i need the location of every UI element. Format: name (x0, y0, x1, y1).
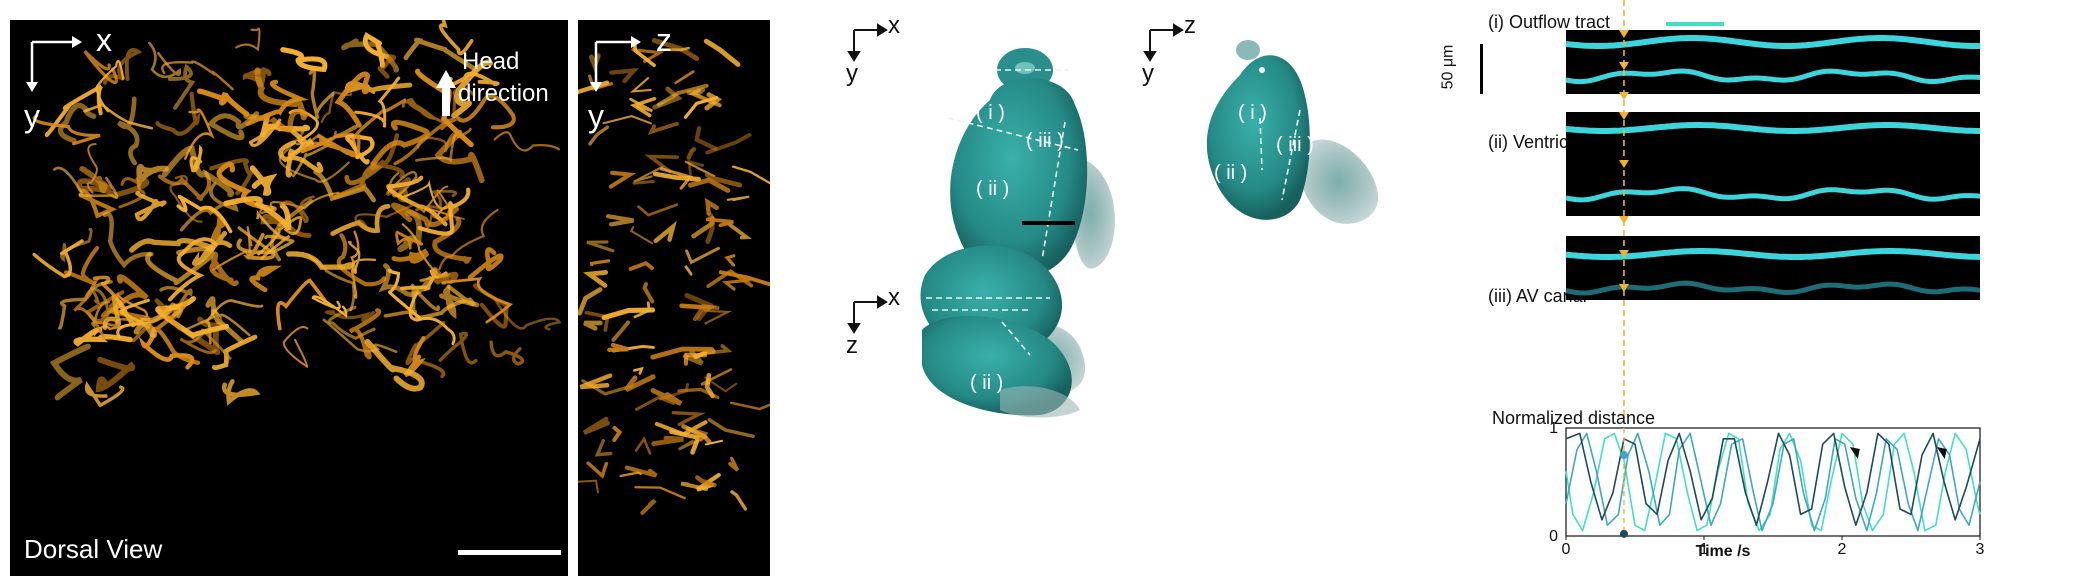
chart-title: Normalized distance (1492, 408, 1656, 428)
heart-renderings (847, 23, 1379, 418)
y-axis-label: y (846, 60, 858, 87)
axes-icon (590, 36, 641, 92)
dorsal-view-panel: x y Head direction Dorsal View (10, 20, 568, 576)
kymograph-trace (1565, 280, 1981, 296)
heart-zy-view (1206, 40, 1379, 224)
section-label-i: ( i ) (976, 102, 1005, 124)
heart-xy-view (950, 48, 1115, 279)
kymo-title-ventricle: (ii) Ventricle (1488, 132, 1583, 152)
scale-bar (1480, 44, 1483, 94)
marker-point (1619, 451, 1628, 459)
section-label-ii: ( ii ) (1214, 162, 1248, 184)
vessel-image (32, 20, 562, 408)
heart-3d-panel: x y z y x z ( i ) ( iii ) ( ii ) ( i ) (… (830, 10, 1400, 570)
axes-icon (26, 36, 82, 92)
z-axis-label: z (1184, 12, 1196, 39)
x-tick-label: 3 (1976, 541, 1985, 558)
kymograph-panel: (i) Outflow tract (ii) Ventricle (iii) A… (1439, 0, 2068, 588)
side-view-panel: z y (578, 20, 770, 576)
heart-xz-view (920, 245, 1086, 418)
series-line-0 (1565, 432, 1981, 532)
section-label-ii: ( ii ) (970, 372, 1004, 394)
y-axis-label: y (24, 98, 40, 134)
y-tick-label: 0 (1549, 528, 1558, 545)
marker-arrow (1618, 92, 1629, 100)
axes-icon (1143, 23, 1184, 62)
section-label-iii: ( iii ) (1276, 134, 1314, 156)
y-axis-label: y (1142, 60, 1154, 87)
axes-icon (847, 23, 888, 62)
section-label-i: ( i ) (956, 420, 985, 442)
scale-bar (458, 550, 561, 555)
y-axis-label: y (588, 98, 604, 134)
marker-dot (1259, 67, 1265, 73)
marker-arrow (1618, 250, 1629, 258)
marker-arrow (1618, 160, 1629, 168)
vessel-strokes (32, 20, 562, 408)
marker-arrow (1618, 112, 1629, 120)
section-label-iii: ( iii ) (1026, 130, 1064, 152)
x-axis-label: x (96, 22, 112, 58)
kymo-title-outflow: (i) Outflow tract (1488, 12, 1611, 32)
kymograph-trace (1565, 122, 1980, 134)
series-line-2 (1565, 432, 1981, 526)
z-axis-label: z (846, 332, 858, 359)
kymograph-trace (1565, 68, 1981, 85)
x-axis-label: Time /s (1696, 543, 1751, 560)
section-lines (926, 69, 1301, 356)
arrowhead-icon (1849, 447, 1860, 459)
marker-arrow (1618, 30, 1629, 38)
axes-icon (847, 295, 888, 334)
y-tick-label: 1 (1549, 420, 1558, 437)
kymo-title-avcanal: (iii) AV canal (1488, 286, 1587, 306)
side-vessel-image (578, 38, 770, 515)
section-label-iii: ( iii ) (1026, 450, 1064, 472)
direction-label: direction (458, 80, 549, 107)
section-label-ii: ( ii ) (976, 178, 1010, 200)
marker-point (1619, 529, 1628, 538)
x-axis-label: x (888, 12, 900, 39)
marker-arrow (1618, 216, 1629, 224)
marker-arrow (1618, 284, 1629, 292)
head-label: Head (462, 48, 520, 75)
kymograph-trace (1565, 186, 1981, 203)
vessel-strokes (578, 38, 770, 515)
x-tick-label: 1 (1700, 541, 1709, 558)
head-direction-arrow-icon (436, 70, 456, 116)
z-axis-label: z (656, 22, 672, 58)
legend-line-outflow (1666, 22, 1724, 26)
kymograph-trace (1565, 35, 1981, 49)
kymograph-trace (1565, 248, 1981, 260)
dorsal-view-label: Dorsal View (24, 534, 163, 564)
x-tick-label: 2 (1838, 541, 1847, 558)
section-label-i: ( i ) (1238, 102, 1267, 124)
x-tick-label: 0 (1562, 541, 1571, 558)
marker-arrow (1618, 62, 1629, 70)
arrowhead-icon (1936, 447, 1947, 459)
kymographs (1565, 0, 1981, 420)
x-axis-label: x (888, 284, 900, 311)
